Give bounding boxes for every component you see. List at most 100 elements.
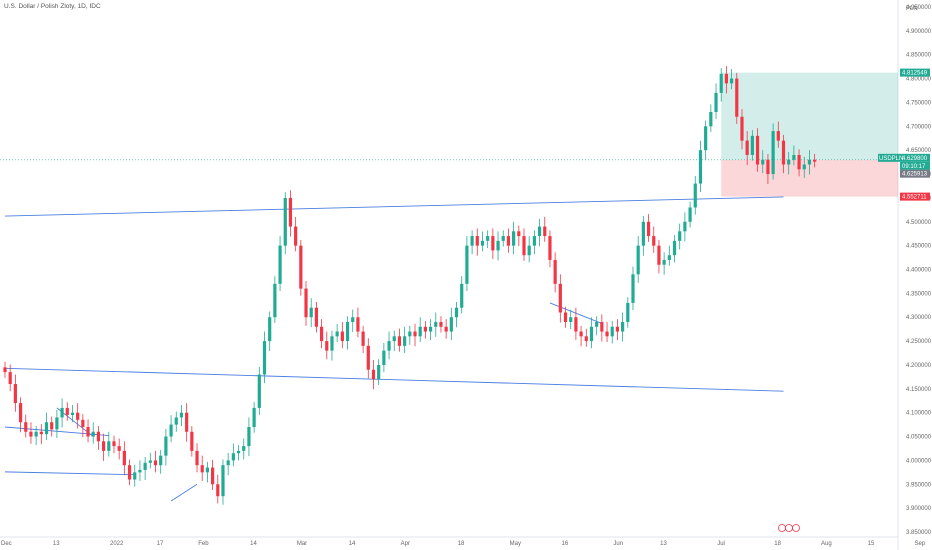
candle-body [496,240,500,251]
candle-body [133,472,137,480]
candle-body [283,197,287,246]
stop-price-tag-bg [900,192,930,201]
candle-body [262,341,267,375]
chart-title: U.S. Dollar / Polish Zloty, 1D, IDC [4,3,101,10]
candle-body [335,331,339,337]
candle-body [522,236,526,256]
y-tick-label: 4.000000 [906,458,932,464]
candle-body [91,431,95,437]
stop-price-tag: 4.552711 [902,195,927,201]
candle-body [444,326,448,332]
candle-body [454,307,459,318]
candle-body [351,317,355,322]
candle-body [480,240,485,246]
candle-body [517,231,521,237]
trendline [4,471,135,476]
candle-body [65,407,69,416]
candle-body [96,431,101,442]
y-tick-label: 4.200000 [906,363,932,369]
candle-body [512,231,516,246]
candle-body [319,326,324,342]
position-target-zone [721,72,898,160]
candle-body [527,245,531,256]
target-price-tag: 4.812549 [902,71,928,77]
candle-body [506,236,511,246]
candle-body [81,419,85,427]
candle-body [179,412,184,418]
candle-body [605,331,609,337]
candle-body [792,154,796,160]
candle-body [428,326,433,332]
event-flag-icon [785,524,793,532]
candle-body [787,159,791,165]
target-price-tag-bg [900,68,930,77]
y-tick-label: 4.250000 [906,339,932,345]
candle-body [563,312,568,322]
candle-body [221,465,225,497]
candle-body [532,236,536,246]
candle-body [112,441,116,447]
candle-body [236,450,241,454]
candle-body [247,427,251,447]
candle-body [200,465,204,473]
candle-body [569,317,573,322]
y-tick-label: 3.950000 [906,482,932,488]
candle-body [325,341,329,351]
current-price-tag-bg [900,153,930,162]
candle-body [646,221,651,237]
countdown-tag: 09:10:17 [902,164,926,170]
candle-body [60,407,64,418]
candle-body [117,446,121,451]
candle-body [205,467,210,473]
trendline [4,367,784,392]
x-tick-label: 17 [157,541,164,547]
candle-body [709,112,713,127]
candle-body [537,226,542,237]
x-tick-label: 16 [562,541,569,547]
candle-body [8,372,12,385]
candle-body [382,350,386,365]
candle-body [371,369,376,380]
candle-body [153,460,158,466]
candle-body [18,403,23,423]
candle-body [781,140,786,165]
y-tick-label: 4.350000 [906,291,932,297]
y-tick-label: 4.450000 [906,244,932,250]
candle-body [55,417,59,430]
candle-body [216,484,220,497]
candle-body [226,460,230,466]
candle-body [766,159,770,175]
candle-body [34,431,38,437]
candle-body [761,159,765,165]
candle-body [387,341,391,351]
candle-body [589,326,594,342]
candle-body [143,462,147,470]
candle-body [491,236,495,251]
candle-body [423,326,427,332]
candle-body [449,317,453,332]
candle-body [309,307,313,318]
candle-body [330,336,334,351]
candle-body [501,236,505,241]
candle-body [408,331,412,337]
candle-body [678,231,682,241]
candle-body [621,322,625,332]
candle-body [807,159,812,165]
candle-body [465,245,469,284]
x-tick-label: 13 [53,541,60,547]
candle-body [127,465,132,480]
candle-body [771,131,775,175]
candle-body [122,450,126,466]
candle-body [797,154,801,170]
candle-body [475,236,479,246]
candle-body [29,431,33,437]
candle-body [377,364,381,380]
candle-body [631,274,635,303]
candle-body [698,150,703,184]
y-tick-label: 4.750000 [906,100,932,106]
last-close-tag: 4.625913 [902,172,928,178]
candle-body [418,326,422,337]
candle-body [102,441,106,451]
candle-body [288,197,293,227]
